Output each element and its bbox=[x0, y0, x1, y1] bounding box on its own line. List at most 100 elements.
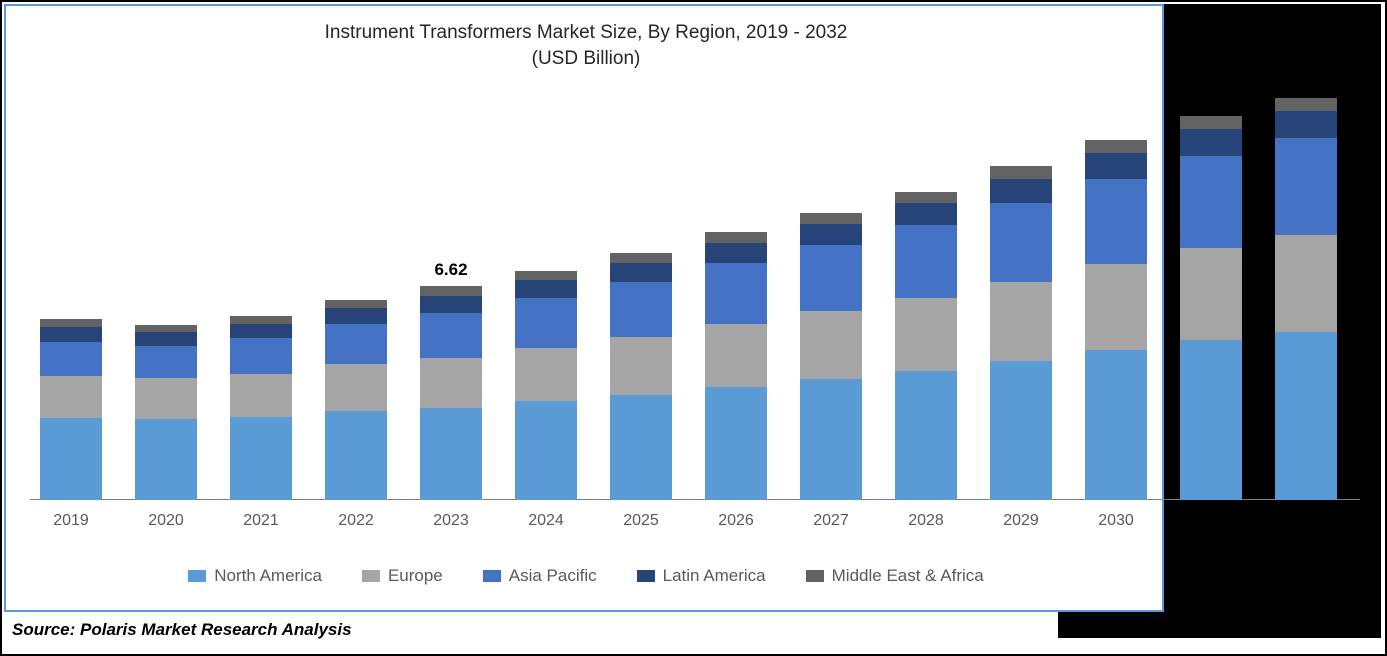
bar-segment bbox=[1180, 116, 1242, 129]
bar-segment bbox=[135, 332, 197, 346]
bar-segment bbox=[1180, 248, 1242, 340]
bar-segment bbox=[40, 342, 102, 376]
legend-label: Asia Pacific bbox=[509, 566, 597, 586]
bar-group: 2024 bbox=[515, 271, 577, 500]
legend-item: Latin America bbox=[637, 566, 766, 586]
bar-segment bbox=[800, 379, 862, 500]
bar-segment bbox=[705, 324, 767, 387]
bar-segment bbox=[230, 324, 292, 339]
bar-group: 2021 bbox=[230, 316, 292, 500]
bar-segment bbox=[705, 243, 767, 263]
bar-segment bbox=[230, 417, 292, 500]
bar-group: 2029 bbox=[990, 166, 1052, 500]
legend-label: Middle East & Africa bbox=[832, 566, 984, 586]
bar-segment bbox=[1275, 111, 1337, 138]
source-attribution: Source: Polaris Market Research Analysis bbox=[12, 620, 352, 640]
x-axis-label: 2027 bbox=[813, 512, 849, 530]
x-axis-label: 2026 bbox=[718, 512, 754, 530]
bar-segment bbox=[40, 376, 102, 418]
bar-group: 2022 bbox=[325, 300, 387, 500]
bar-segment bbox=[515, 271, 577, 281]
bar-segment bbox=[1275, 98, 1337, 111]
x-axis-label: 2028 bbox=[908, 512, 944, 530]
bar-group: 2027 bbox=[800, 213, 862, 501]
bar-segment bbox=[705, 387, 767, 500]
legend-item: North America bbox=[188, 566, 322, 586]
bar-segment bbox=[990, 282, 1052, 361]
bar-segment bbox=[895, 371, 957, 500]
chart-title: Instrument Transformers Market Size, By … bbox=[6, 20, 1166, 71]
bar-segment bbox=[800, 224, 862, 245]
bar-segment bbox=[610, 263, 672, 282]
legend-swatch bbox=[806, 570, 824, 582]
bar-segment bbox=[325, 300, 387, 309]
bar-segment bbox=[990, 179, 1052, 203]
x-axis-label: 2024 bbox=[528, 512, 564, 530]
chart-title-line2: (USD Billion) bbox=[532, 48, 641, 69]
bar-group: 2025 bbox=[610, 253, 672, 500]
bar-segment bbox=[1275, 332, 1337, 500]
bar-segment bbox=[1085, 153, 1147, 179]
bar-segment bbox=[420, 313, 482, 358]
x-axis-label: 2020 bbox=[148, 512, 184, 530]
bar-segment bbox=[1275, 138, 1337, 235]
bar-segment bbox=[800, 245, 862, 311]
bar-segment bbox=[230, 374, 292, 417]
bar-segment bbox=[705, 232, 767, 243]
bar-segment bbox=[610, 337, 672, 395]
bar-segment bbox=[990, 203, 1052, 282]
bar-group bbox=[1180, 116, 1242, 500]
legend-swatch bbox=[483, 570, 501, 582]
bar-segment bbox=[1180, 156, 1242, 248]
bar-segment bbox=[325, 364, 387, 411]
legend-label: Europe bbox=[388, 566, 443, 586]
bar-segment bbox=[990, 361, 1052, 500]
bar-segment bbox=[705, 263, 767, 324]
legend-label: North America bbox=[214, 566, 322, 586]
bar-segment bbox=[135, 346, 197, 378]
bar-segment bbox=[515, 348, 577, 401]
legend-swatch bbox=[637, 570, 655, 582]
legend-item: Asia Pacific bbox=[483, 566, 597, 586]
bar-group: 2019 bbox=[40, 319, 102, 500]
x-axis-label: 2022 bbox=[338, 512, 374, 530]
bar-segment bbox=[1085, 179, 1147, 265]
bar-group: 2028 bbox=[895, 192, 957, 501]
bar-segment bbox=[230, 316, 292, 324]
bar-segment bbox=[1275, 235, 1337, 332]
legend-item: Europe bbox=[362, 566, 443, 586]
bar-segment bbox=[135, 419, 197, 500]
bar-segment bbox=[895, 203, 957, 226]
bar-segment bbox=[40, 319, 102, 327]
chart-title-line1: Instrument Transformers Market Size, By … bbox=[325, 22, 848, 43]
bar-group: 2020 bbox=[135, 325, 197, 500]
bar-segment bbox=[1085, 140, 1147, 153]
x-axis-label: 2023 bbox=[433, 512, 469, 530]
bar-segment bbox=[325, 324, 387, 364]
x-axis-label: 2025 bbox=[623, 512, 659, 530]
plot-area: 201920202021202220236.622024202520262027… bbox=[30, 80, 1360, 500]
legend-swatch bbox=[188, 570, 206, 582]
bar-segment bbox=[610, 282, 672, 337]
bar-segment bbox=[325, 411, 387, 500]
bar-value-annotation: 6.62 bbox=[434, 260, 467, 280]
bar-segment bbox=[515, 298, 577, 348]
bar-segment bbox=[1085, 264, 1147, 350]
bar-segment bbox=[1085, 350, 1147, 500]
bar-segment bbox=[420, 296, 482, 313]
bar-segment bbox=[1180, 129, 1242, 156]
bar-segment bbox=[420, 408, 482, 500]
bar-segment bbox=[325, 308, 387, 324]
bar-segment bbox=[420, 286, 482, 296]
bar-segment bbox=[610, 253, 672, 263]
x-axis-label: 2019 bbox=[53, 512, 89, 530]
bar-group: 20236.62 bbox=[420, 286, 482, 500]
bar-segment bbox=[40, 327, 102, 342]
bar-segment bbox=[1180, 340, 1242, 500]
bar-segment bbox=[135, 325, 197, 332]
bar-segment bbox=[230, 338, 292, 374]
bar-segment bbox=[990, 166, 1052, 179]
bar-segment bbox=[135, 378, 197, 419]
bar-segment bbox=[800, 213, 862, 224]
legend-label: Latin America bbox=[663, 566, 766, 586]
